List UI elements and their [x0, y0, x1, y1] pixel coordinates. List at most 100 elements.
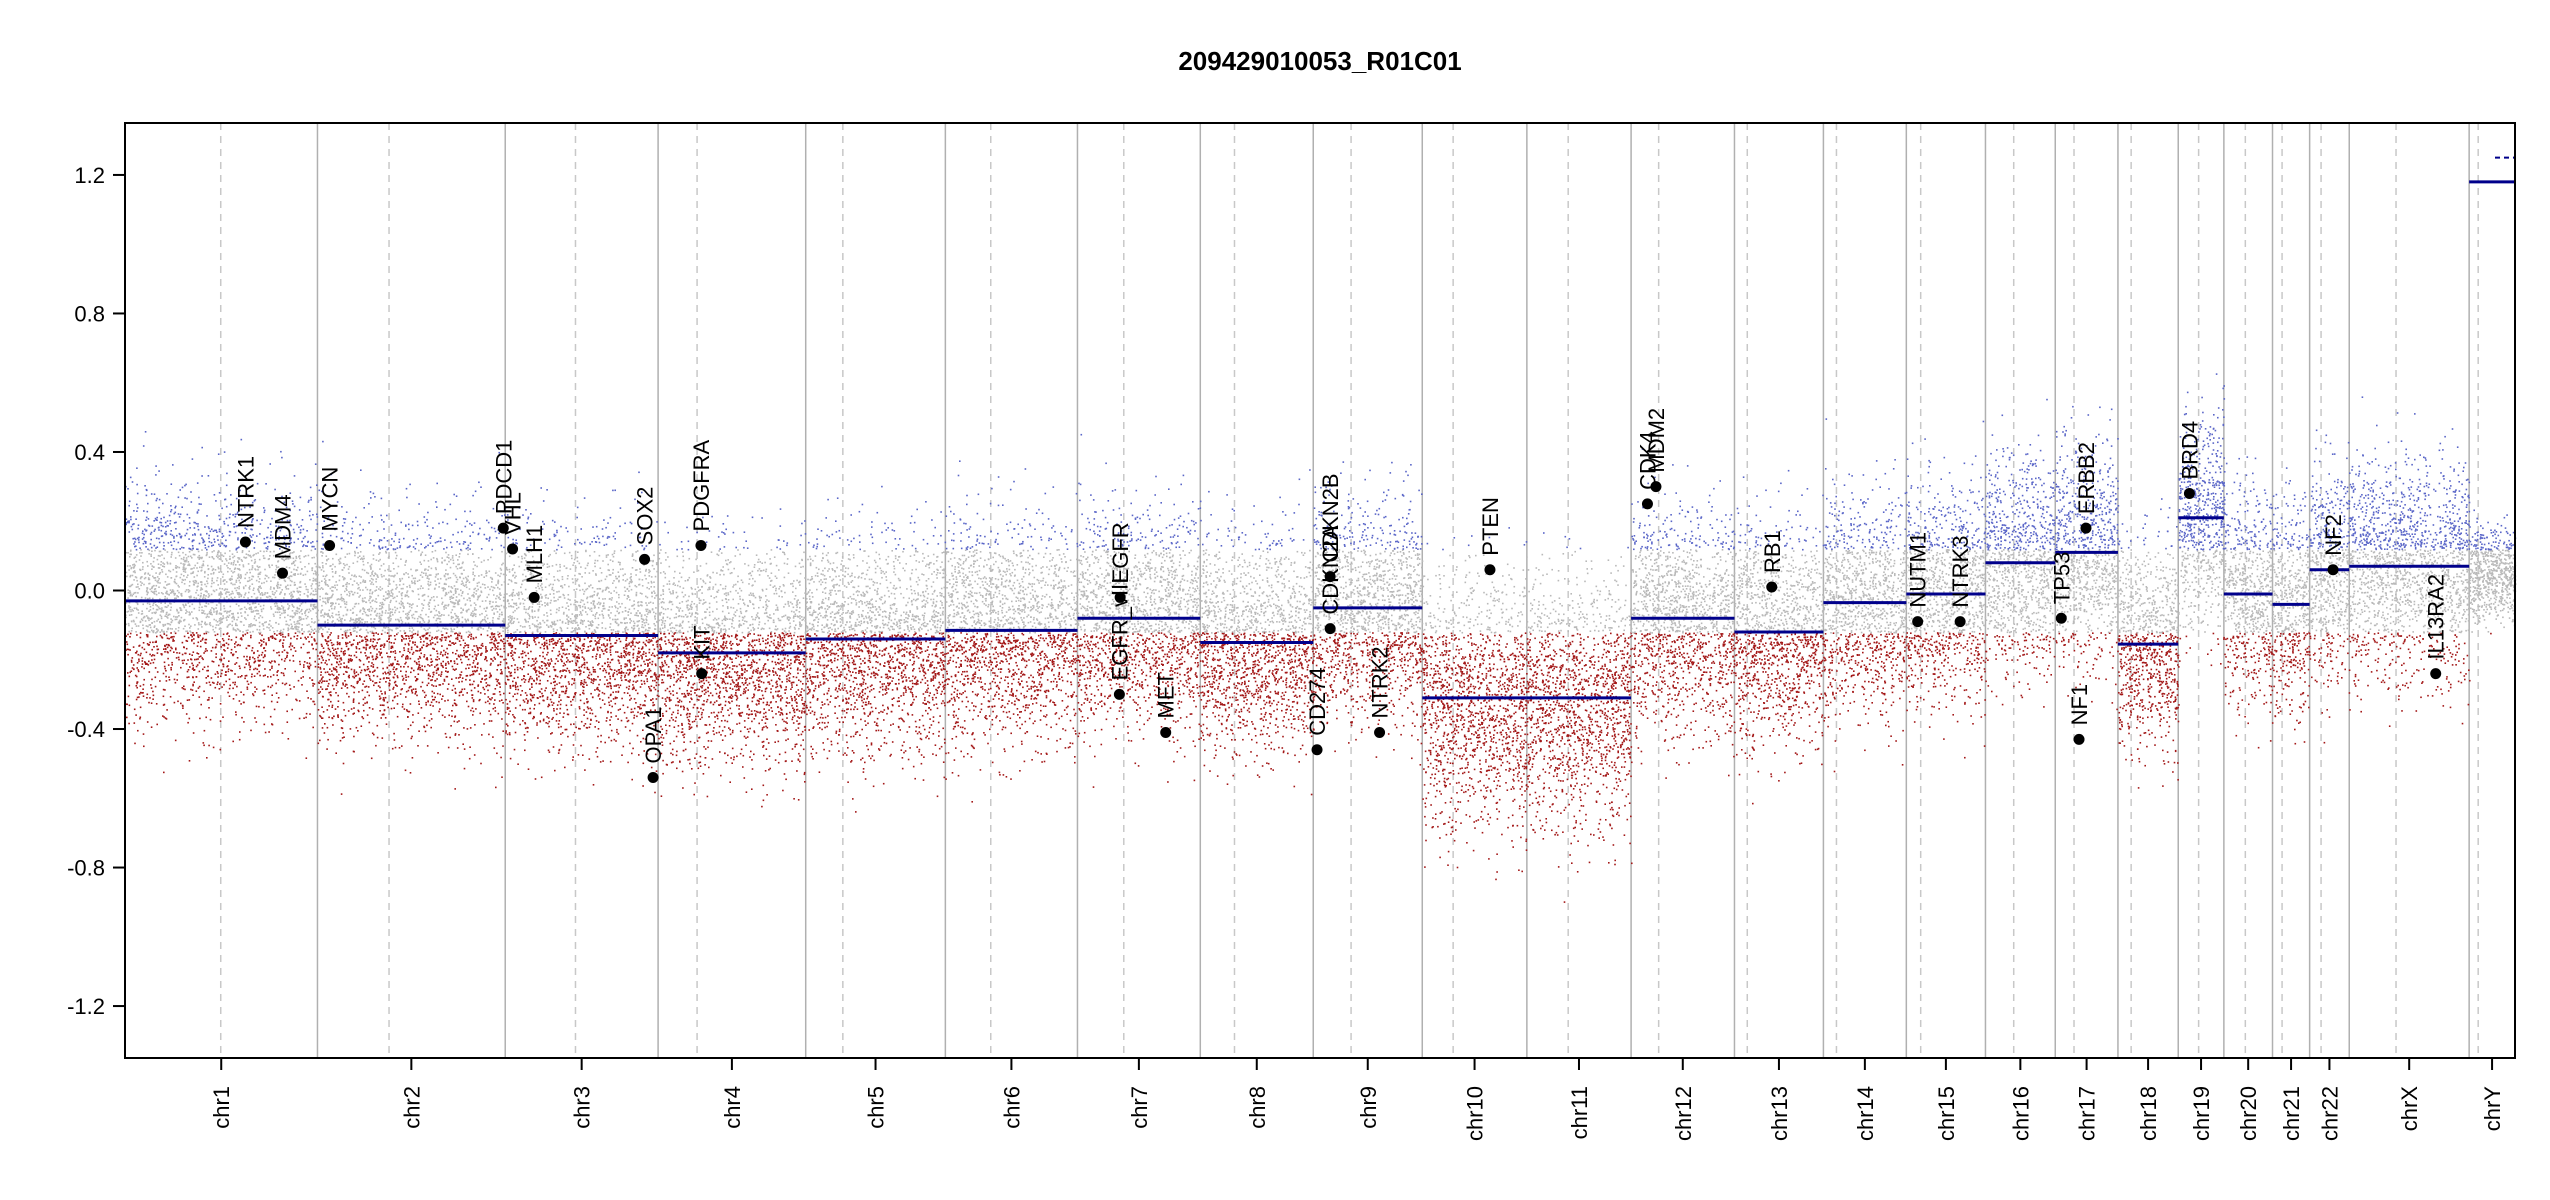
probe-point: [190, 556, 192, 558]
probe-point: [219, 519, 221, 521]
probe-point: [160, 602, 162, 604]
probe-point: [297, 567, 299, 569]
probe-point: [205, 717, 207, 719]
probe-point: [280, 451, 282, 453]
probe-point: [227, 647, 229, 649]
probe-point: [220, 608, 222, 610]
probe-point: [151, 679, 153, 681]
probe-point: [309, 515, 311, 517]
probe-point: [200, 534, 202, 536]
probe-point: [315, 548, 317, 550]
probe-point: [210, 684, 212, 686]
probe-point: [138, 625, 140, 627]
probe-point: [249, 586, 251, 588]
probe-point: [236, 662, 238, 664]
probe-point: [233, 562, 235, 564]
probe-point: [247, 597, 249, 599]
probe-point: [173, 636, 175, 638]
probe-point: [206, 586, 208, 588]
probe-point: [314, 661, 316, 663]
probe-point: [309, 511, 311, 513]
probe-point: [264, 668, 266, 670]
probe-point: [131, 660, 133, 662]
probe-point: [170, 607, 172, 609]
probe-point: [300, 637, 302, 639]
probe-point: [140, 717, 142, 719]
probe-point: [171, 662, 173, 664]
probe-point: [185, 609, 187, 611]
probe-point: [254, 542, 256, 544]
probe-point: [210, 531, 212, 533]
probe-point: [304, 661, 306, 663]
probe-point: [205, 598, 207, 600]
probe-point: [190, 491, 192, 493]
probe-point: [275, 683, 277, 685]
probe-point: [244, 667, 246, 669]
probe-point: [263, 641, 265, 643]
probe-point: [163, 548, 165, 550]
probe-point: [182, 707, 184, 709]
probe-point: [295, 628, 297, 630]
probe-point: [172, 639, 174, 641]
probe-point: [152, 605, 154, 607]
probe-point: [197, 586, 199, 588]
probe-point: [140, 653, 142, 655]
probe-point: [135, 623, 137, 625]
probe-point: [164, 598, 166, 600]
probe-point: [304, 566, 306, 568]
probe-point: [238, 605, 240, 607]
probe-point: [130, 516, 132, 518]
probe-point: [208, 538, 210, 540]
probe-point: [241, 608, 243, 610]
probe-point: [255, 553, 257, 555]
probe-point: [159, 608, 161, 610]
probe-point: [163, 696, 165, 698]
probe-point: [140, 655, 142, 657]
probe-point: [246, 656, 248, 658]
probe-point: [264, 675, 266, 677]
probe-point: [260, 597, 262, 599]
probe-point: [182, 487, 184, 489]
probe-point: [177, 701, 179, 703]
probe-point: [266, 627, 268, 629]
probe-point: [282, 732, 284, 734]
probe-point: [194, 608, 196, 610]
probe-point: [198, 497, 200, 499]
probe-point: [208, 603, 210, 605]
probe-point: [309, 677, 311, 679]
probe-point: [202, 638, 204, 640]
probe-point: [175, 628, 177, 630]
probe-point: [213, 611, 215, 613]
probe-point: [160, 614, 162, 616]
probe-point: [169, 679, 171, 681]
probe-point: [138, 654, 140, 656]
probe-point: [232, 572, 234, 574]
probe-point: [192, 604, 194, 606]
probe-point: [259, 533, 261, 535]
probe-point: [190, 625, 192, 627]
probe-point: [192, 668, 194, 670]
probe-point: [220, 676, 222, 678]
probe-point: [273, 674, 275, 676]
probe-point: [270, 580, 272, 582]
probe-point: [150, 554, 152, 556]
probe-point: [305, 555, 307, 557]
probe-point: [269, 669, 271, 671]
probe-point: [273, 615, 275, 617]
probe-point: [170, 534, 172, 536]
probe-point: [292, 655, 294, 657]
probe-point: [206, 633, 208, 635]
probe-point: [258, 671, 260, 673]
probe-point: [136, 651, 138, 653]
probe-point: [146, 517, 148, 519]
probe-point: [216, 644, 218, 646]
probe-point: [165, 670, 167, 672]
probe-point: [228, 624, 230, 626]
probe-point: [232, 593, 234, 595]
probe-point: [277, 701, 279, 703]
probe-point: [218, 555, 220, 557]
probe-point: [294, 636, 296, 638]
probe-point: [153, 662, 155, 664]
probe-point: [204, 584, 206, 586]
probe-point: [186, 557, 188, 559]
